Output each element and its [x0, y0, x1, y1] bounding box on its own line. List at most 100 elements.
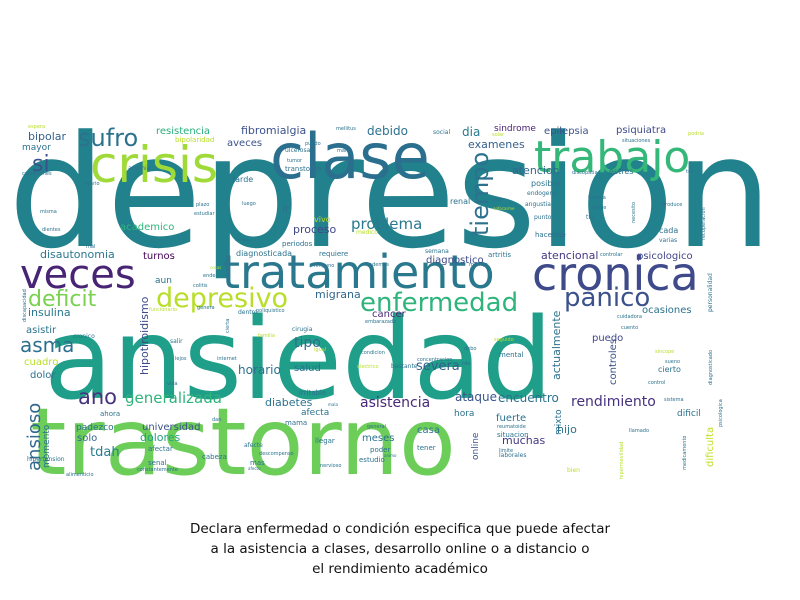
- cloud-word: afecto: [248, 466, 261, 471]
- cloud-word: manejo: [469, 262, 488, 268]
- cloud-word: tiempo: [466, 152, 494, 236]
- cloud-word: familia: [258, 333, 275, 339]
- cloud-word: panico: [564, 283, 650, 313]
- cloud-word: general: [367, 424, 386, 430]
- cloud-word: estudiar: [194, 211, 215, 217]
- cloud-word: salud: [294, 363, 321, 374]
- cloud-word: aun: [155, 276, 172, 286]
- cloud-word: fibromialgia: [241, 124, 306, 137]
- cloud-word: mano: [337, 148, 351, 154]
- caption-line-2: a la asistencia a clases, desarrollo onl…: [210, 541, 590, 557]
- cloud-word: cronica: [532, 247, 699, 301]
- cloud-word: diagnosticado: [708, 350, 714, 385]
- cloud-word: dan: [212, 417, 221, 423]
- cloud-word: ocasiones: [642, 305, 692, 316]
- cloud-word: medico: [356, 229, 378, 236]
- cloud-word: asma: [20, 333, 74, 357]
- cloud-word: social: [433, 129, 450, 136]
- cloud-word: asistir: [26, 325, 57, 336]
- cloud-word: dientes: [42, 227, 61, 233]
- cloud-word: grave: [592, 205, 606, 211]
- cloud-word: endogena: [527, 190, 557, 197]
- cloud-word: gran: [492, 197, 503, 203]
- cloud-word: tratamiento: [222, 245, 495, 299]
- cloud-word: espera: [28, 124, 45, 130]
- cloud-word: dolor: [30, 370, 56, 381]
- cloud-word: resistencia: [156, 126, 210, 137]
- cloud-word: atencional: [541, 249, 598, 262]
- cloud-word: cancer: [372, 309, 407, 320]
- cloud-word: cada: [659, 226, 678, 235]
- cloud-word: medicamento: [682, 436, 688, 470]
- cloud-word: mala: [328, 402, 338, 407]
- cloud-word: dificulta: [705, 427, 716, 467]
- cloud-word: ulcerosa: [285, 147, 311, 154]
- cloud-word: rendimiento: [571, 394, 656, 410]
- cloud-word: plazo: [196, 202, 209, 208]
- cloud-word: debo: [464, 346, 476, 352]
- cloud-word: mixto: [554, 409, 564, 435]
- cloud-word: hipertension: [27, 456, 65, 463]
- cloud-word: seguido: [494, 337, 514, 343]
- cloud-word: cabeza: [202, 453, 227, 461]
- cloud-word: online: [471, 432, 481, 460]
- cloud-word: discapacidad: [22, 289, 28, 322]
- cloud-word: padezco: [76, 423, 114, 433]
- cloud-word: control: [648, 380, 665, 386]
- cloud-word: angustia: [525, 201, 551, 208]
- cloud-word: cuadro: [24, 357, 58, 368]
- cloud-word: tdah: [90, 445, 120, 460]
- cloud-word: mama: [285, 419, 307, 427]
- cloud-word: anemia: [128, 165, 151, 172]
- cloud-word: momento: [42, 424, 52, 468]
- cloud-word: senal: [148, 459, 167, 467]
- cloud-word: psicologica: [718, 399, 724, 427]
- cloud-word: deficit: [28, 287, 97, 312]
- cloud-word: transtorno: [285, 165, 322, 173]
- cloud-word: actualmente: [550, 310, 563, 380]
- cloud-word: dificil: [677, 409, 701, 419]
- cloud-word: dolores: [140, 431, 181, 444]
- cloud-word: asistencia: [360, 395, 430, 411]
- cloud-word: recuperacion: [701, 207, 707, 240]
- cloud-word: depresion: [8, 102, 773, 283]
- cloud-word: internet: [217, 356, 237, 362]
- cloud-word: condiciones: [22, 171, 52, 177]
- cloud-word: laborales: [499, 452, 526, 459]
- cloud-word: psiquiatra: [616, 125, 666, 136]
- cloud-word: universidad: [142, 422, 200, 433]
- cloud-word: sistema: [664, 397, 684, 403]
- cloud-word: turnos: [143, 251, 175, 262]
- cloud-word: cierta: [225, 319, 231, 333]
- cloud-word: diabetes: [265, 396, 313, 409]
- cloud-word: tipo: [294, 335, 321, 351]
- cloud-word: encuentro: [498, 391, 559, 405]
- cloud-word: constantemente: [137, 467, 178, 473]
- cloud-word: fuerte: [496, 413, 526, 424]
- cloud-word: diagnostico: [426, 255, 484, 266]
- cloud-word: cuidadora: [617, 314, 642, 320]
- cloud-word: hipermovilidad: [619, 442, 625, 479]
- cloud-word: uso: [244, 238, 252, 243]
- cloud-word: situacion: [497, 431, 529, 439]
- cloud-word: clase: [270, 120, 430, 193]
- cloud-word: reumatoide: [497, 424, 526, 430]
- cloud-word: meses: [362, 433, 394, 444]
- cloud-word: atencion: [512, 164, 560, 177]
- cloud-word: tlp: [586, 214, 594, 221]
- cloud-word: podria: [688, 131, 704, 137]
- cloud-word: artritis: [488, 251, 511, 259]
- cloud-word: sufro: [78, 124, 138, 152]
- cloud-word: debido: [367, 124, 408, 138]
- cloud-word: crisis: [90, 136, 218, 194]
- cloud-word: concentracion: [417, 357, 452, 363]
- cloud-word: llamado: [629, 428, 649, 434]
- caption-line-3: el rendimiento académico: [312, 561, 488, 577]
- cloud-word: generalizada: [125, 389, 222, 407]
- cloud-word: mal: [86, 244, 95, 250]
- cloud-word: enfocarme: [493, 206, 515, 211]
- cloud-word: puedo: [305, 141, 321, 147]
- cloud-word: mellitus: [336, 126, 356, 132]
- cloud-word: bien: [567, 467, 580, 474]
